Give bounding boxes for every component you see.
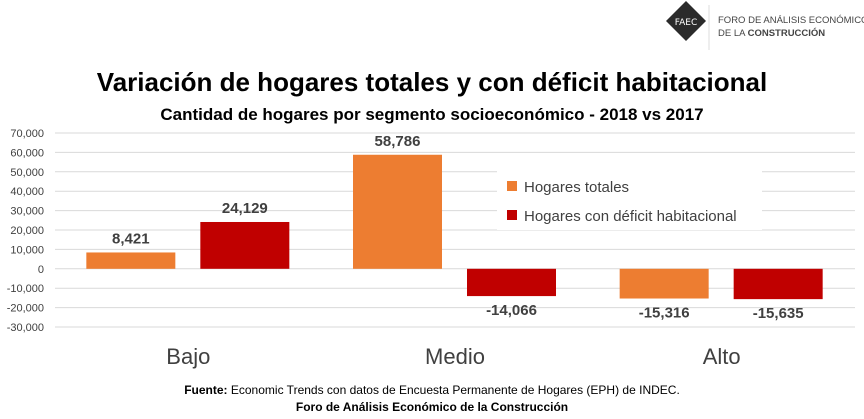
legend: Hogares totales Hogares con déficit habi… <box>497 170 762 230</box>
logo-line2-prefix: DE LA <box>718 28 748 39</box>
y-tick-label: 0 <box>38 264 44 276</box>
y-tick-label: 40,000 <box>10 186 44 198</box>
organization-note: Foro de Análisis Económico de la Constru… <box>296 400 568 414</box>
bar-medio-series-1 <box>467 268 556 297</box>
bar-alto-series-1 <box>733 268 823 300</box>
source-note: Fuente: Economic Trends con datos de Enc… <box>184 383 680 397</box>
y-tick-label: 70,000 <box>10 128 44 140</box>
chart-title: Variación de hogares totales y con défic… <box>97 67 767 97</box>
logo-diamond-icon <box>666 1 706 41</box>
y-tick-label: 60,000 <box>10 147 44 159</box>
y-tick-label: -20,000 <box>7 303 44 315</box>
y-tick-label: -10,000 <box>7 283 44 295</box>
bar-medio-series-0 <box>353 154 442 269</box>
legend-swatch-hogares-totales <box>507 181 517 191</box>
logo: FAEC FORO DE ANÁLISIS ECONÓMICO DE LA CO… <box>666 1 864 50</box>
x-category-label: Bajo <box>166 344 210 369</box>
logo-line2: DE LA CONSTRUCCIÓN <box>718 27 825 39</box>
x-category-label: Alto <box>703 344 741 369</box>
bar-alto-series-0 <box>619 268 709 299</box>
data-label: -14,066 <box>486 302 537 319</box>
y-tick-label: 10,000 <box>10 244 44 256</box>
y-tick-label: 20,000 <box>10 225 44 237</box>
legend-swatch-hogares-deficit <box>507 210 517 220</box>
y-tick-label: -30,000 <box>7 322 44 334</box>
legend-label-hogares-totales: Hogares totales <box>524 179 629 196</box>
data-label: 24,129 <box>222 200 268 217</box>
source-label: Fuente: <box>184 383 227 397</box>
logo-mark: FAEC <box>675 18 697 28</box>
bar-bajo-series-1 <box>200 221 290 269</box>
legend-label-hogares-deficit: Hogares con déficit habitacional <box>524 208 737 225</box>
y-tick-label: 50,000 <box>10 167 44 179</box>
legend-background <box>497 170 762 230</box>
bar-bajo-series-0 <box>86 252 176 269</box>
data-label: 8,421 <box>112 230 150 247</box>
y-tick-label: 30,000 <box>10 206 44 218</box>
data-label: 58,786 <box>375 133 421 150</box>
logo-line2-bold: CONSTRUCCIÓN <box>748 27 826 39</box>
x-category-label: Medio <box>425 344 485 369</box>
source-text: Economic Trends con datos de Encuesta Pe… <box>228 383 680 397</box>
logo-line1: FORO DE ANÁLISIS ECONÓMICO <box>718 15 864 26</box>
data-label: -15,635 <box>753 305 804 322</box>
data-label: -15,316 <box>639 305 690 322</box>
chart-subtitle: Cantidad de hogares por segmento socioec… <box>160 105 703 124</box>
